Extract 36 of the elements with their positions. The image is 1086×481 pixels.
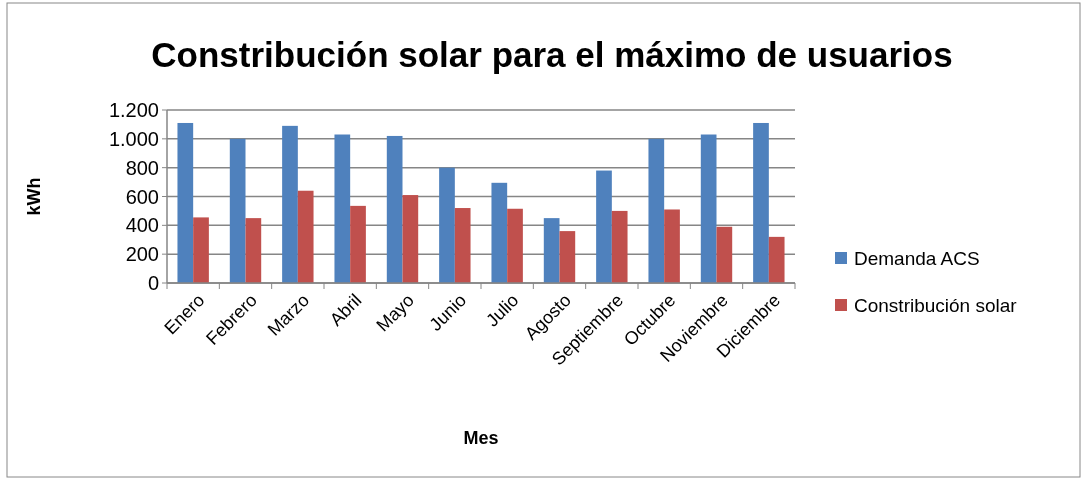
- bar: [559, 231, 576, 283]
- bar: [768, 236, 785, 283]
- y-tick-label: 200: [125, 243, 159, 266]
- bar: [245, 218, 262, 283]
- bar: [753, 122, 769, 283]
- bar: [297, 190, 314, 283]
- bar: [439, 167, 455, 283]
- y-tick-label: 600: [125, 185, 159, 208]
- legend-label: Constribución solar: [854, 294, 1018, 316]
- y-tick-label: 1.200: [108, 99, 159, 121]
- chart-title: Constribución solar para el máximo de usuarios: [151, 35, 953, 74]
- bar: [454, 208, 471, 283]
- bar: [402, 195, 419, 283]
- bar: [611, 210, 628, 283]
- bar: [491, 182, 508, 283]
- y-axis-title: kWh: [24, 177, 44, 216]
- bar: [700, 134, 717, 283]
- bar: [596, 170, 612, 283]
- bar: [193, 217, 209, 283]
- bar: [350, 205, 366, 283]
- y-tick-label: 400: [125, 214, 159, 237]
- bar: [648, 138, 665, 283]
- legend-label: Demanda ACS: [854, 247, 980, 269]
- bar: [507, 208, 523, 283]
- bar: [177, 122, 194, 283]
- bar: [386, 135, 403, 283]
- bar: [229, 138, 246, 283]
- bar: [282, 125, 298, 283]
- bar: [543, 218, 560, 283]
- bar: [334, 134, 351, 283]
- y-tick-label: 0: [147, 272, 159, 294]
- bar: [716, 226, 733, 283]
- x-axis-title: Mes: [463, 428, 499, 448]
- bar: [664, 209, 680, 283]
- y-tick-label: 800: [125, 156, 159, 179]
- y-tick-label: 1.000: [108, 127, 159, 150]
